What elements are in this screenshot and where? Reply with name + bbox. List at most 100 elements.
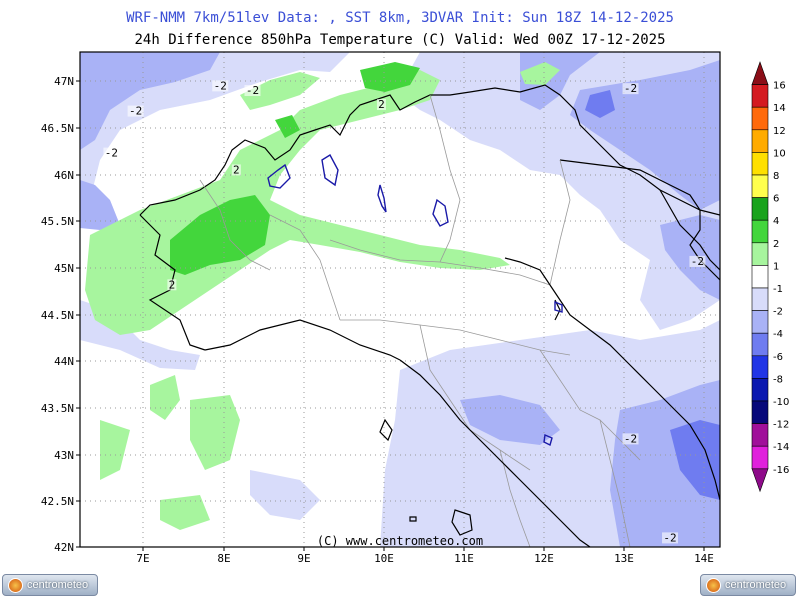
colorbar-segment: [751, 174, 769, 198]
logo-globe-icon: [706, 577, 721, 593]
lat-label: 44.5N: [41, 309, 74, 322]
contour-labels: -2 -2 -2 -2 2 2 2 -2 -2 -2 -2: [103, 79, 706, 544]
lat-label: 47N: [54, 75, 74, 88]
contour-label-bg: [662, 532, 679, 544]
contour-label-bg: [689, 255, 706, 267]
colorbar-segment: [751, 84, 769, 108]
contour-label: -2: [246, 84, 259, 97]
contour-label-bg: [376, 99, 386, 111]
logo-globe-icon: [8, 577, 23, 593]
colorbar-label: 6: [773, 194, 779, 205]
colorbar-label: -2: [773, 307, 783, 318]
contour-label-bg: [244, 85, 261, 97]
lon-label: 9E: [297, 552, 310, 565]
colorbar-label: -4: [773, 329, 783, 340]
colorbar-label: 14: [773, 103, 786, 114]
colorbar-label: -12: [773, 420, 789, 431]
lat-lon-grid: [80, 52, 720, 547]
lat-label: 46.5N: [41, 122, 74, 135]
lat-label: 42N: [54, 541, 74, 554]
contour-label: 2: [378, 98, 385, 111]
colorbar-label: 16: [773, 81, 786, 92]
coastlines: [379, 189, 720, 547]
lon-label: 7E: [136, 552, 149, 565]
lon-label: 10E: [374, 552, 394, 565]
axis-ticks: [76, 80, 705, 551]
contour-label: -2: [691, 255, 704, 268]
copyright-credit: (C) www.centrometeo.com: [317, 534, 483, 548]
colorbar-segment: [751, 197, 769, 221]
lon-label: 13E: [614, 552, 634, 565]
lat-label: 45N: [54, 262, 74, 275]
colorbar-label: -10: [773, 397, 789, 408]
colorbar-label: 1: [773, 261, 779, 272]
colorbar-label: -6: [773, 352, 783, 363]
lon-label: 14E: [694, 552, 714, 565]
lon-label: 8E: [217, 552, 230, 565]
colorbar-label: -1: [773, 284, 783, 295]
colorbar-segment: [751, 423, 769, 447]
map-frame: [79, 51, 721, 548]
contour-label-bg: [622, 433, 639, 445]
colorbar-label: 8: [773, 171, 779, 182]
contour-label: -2: [624, 432, 637, 445]
colorbar-segment: [751, 378, 769, 402]
colorbar-segment: [751, 106, 769, 131]
colorbar-segment: [751, 219, 769, 244]
title-model-run: WRF-NMM 7km/51lev Data: , SST 8km, 3DVAR…: [126, 10, 674, 26]
latitude-labels: 47N 46.5N 46N 45.5N 45N 44.5N 44N 43.5N …: [41, 75, 74, 554]
colorbar-label: -8: [773, 374, 783, 385]
colorbar-label: 2: [773, 239, 779, 250]
centrometeo-logo-left[interactable]: centrometeo: [2, 574, 98, 596]
lat-label: 43N: [54, 449, 74, 462]
lat-label: 43.5N: [41, 402, 74, 415]
contour-label: -2: [663, 531, 676, 544]
contour-label-bg: [103, 147, 120, 159]
contour-label: 2: [233, 163, 240, 176]
colorbar-label: -14: [773, 442, 789, 453]
colorbar-segment: [751, 332, 769, 357]
lat-label: 46N: [54, 169, 74, 182]
contour-label: -2: [105, 147, 118, 160]
contour-label: -2: [214, 79, 227, 92]
cooling-shading-strong: [585, 90, 720, 500]
colorbar-label: 12: [773, 126, 786, 137]
map-plot-area: [80, 52, 720, 547]
contour-label: -2: [129, 105, 142, 118]
contour-label-bg: [231, 164, 241, 176]
color-scale-legend: 16 14 12 10 8 6 4 2 1 -1 -2 -4 -6 -8 -10 -12 -14 -16: [751, 61, 789, 493]
contour-label-bg: [127, 105, 144, 117]
lat-label: 42.5N: [41, 495, 74, 508]
colorbar-segment: [751, 242, 769, 266]
colorbar-segment: [751, 129, 769, 153]
contour-label-bg: [622, 83, 639, 95]
colorbar-top-triangle: [751, 61, 769, 85]
colorbar-label: -16: [773, 465, 789, 476]
lon-label: 12E: [534, 552, 554, 565]
logo-text: centrometeo: [725, 579, 787, 591]
lat-label: 45.5N: [41, 215, 74, 228]
contour-label: 2: [169, 278, 176, 291]
colorbar-label: 10: [773, 148, 786, 159]
colorbar-segment: [751, 287, 769, 311]
logo-text: centrometeo: [27, 579, 89, 591]
centrometeo-logo-right[interactable]: centrometeo: [700, 574, 796, 596]
longitude-labels: 7E 8E 9E 10E 11E 12E 13E 14E: [136, 552, 714, 565]
colorbar-segment: [751, 355, 769, 379]
colorbar-segment: [751, 400, 769, 424]
lon-label: 11E: [454, 552, 474, 565]
contour-label-bg: [167, 279, 177, 291]
lakes: [267, 154, 563, 447]
title-field-valid: 24h Difference 850hPa Temperature (C) Va…: [134, 32, 666, 48]
colorbar-segment: [751, 445, 769, 470]
contour-label: -2: [624, 82, 637, 95]
national-borders: [139, 84, 720, 361]
colorbar-segment: [751, 265, 769, 289]
colorbar-label: 4: [773, 216, 779, 227]
contour-label-bg: [212, 80, 229, 92]
regional-borders: [199, 94, 641, 547]
colorbar-segment: [751, 152, 769, 176]
lat-label: 44N: [54, 355, 74, 368]
colorbar-segment: [751, 310, 769, 334]
